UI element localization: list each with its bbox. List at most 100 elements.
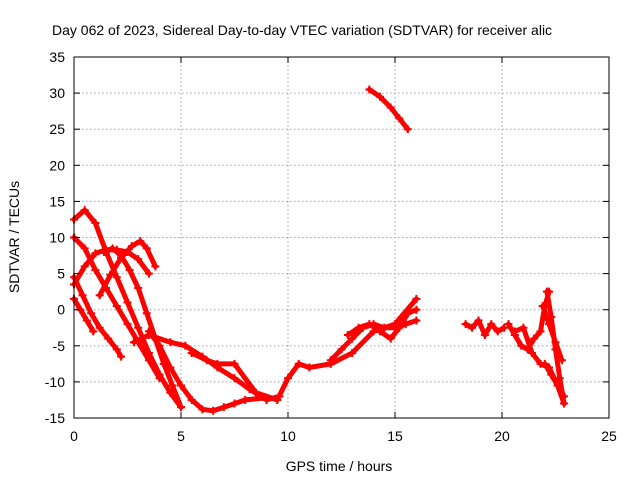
- data-point: [117, 352, 126, 361]
- data-point: [412, 316, 421, 325]
- data-point: [80, 206, 89, 215]
- data-point: [168, 381, 177, 390]
- y-tick-label: 0: [57, 302, 65, 318]
- data-point: [112, 273, 121, 282]
- y-tick-label: 30: [49, 85, 65, 101]
- data-point: [241, 395, 250, 404]
- series-track-19: [540, 359, 569, 401]
- data-point: [187, 349, 196, 358]
- series-track-7: [99, 244, 185, 412]
- data-point: [547, 370, 556, 379]
- data-point: [230, 374, 239, 383]
- data-point: [78, 291, 87, 300]
- data-point: [403, 125, 412, 134]
- x-tick-label: 25: [601, 428, 617, 444]
- series-track-13: [365, 85, 412, 134]
- data-point: [99, 247, 108, 256]
- data-point: [461, 320, 470, 329]
- data-point: [95, 323, 104, 332]
- series-line: [101, 245, 184, 410]
- data-point: [395, 114, 404, 123]
- data-point: [540, 359, 549, 368]
- y-tick-label: 5: [57, 266, 65, 282]
- data-point: [230, 399, 239, 408]
- data-point: [177, 403, 185, 412]
- series-line: [71, 296, 96, 334]
- data-point: [134, 284, 143, 293]
- data-point: [251, 388, 260, 397]
- data-point: [136, 237, 145, 246]
- data-point: [386, 334, 395, 343]
- data-point: [500, 323, 509, 332]
- data-point: [376, 92, 385, 101]
- chart-title: Day 062 of 2023, Sidereal Day-to-day VTE…: [52, 22, 552, 38]
- data-point: [305, 363, 314, 372]
- data-point: [82, 316, 91, 325]
- data-point: [166, 338, 175, 347]
- data-point: [474, 316, 483, 325]
- data-point: [198, 405, 207, 414]
- y-tick-label: 20: [49, 157, 65, 173]
- data-point: [91, 265, 100, 274]
- y-tick-label: 25: [49, 121, 65, 137]
- data-point: [553, 381, 562, 390]
- data-point: [112, 302, 121, 311]
- series-layer: [70, 85, 569, 415]
- data-point: [468, 323, 477, 332]
- data-point: [123, 320, 132, 329]
- data-point: [504, 320, 513, 329]
- data-point: [395, 323, 404, 332]
- data-point: [530, 334, 539, 343]
- data-point: [547, 312, 556, 321]
- data-point: [144, 356, 153, 365]
- data-point: [284, 374, 292, 383]
- data-point: [127, 242, 136, 251]
- y-tick-label: -10: [45, 374, 65, 390]
- data-point: [487, 320, 496, 329]
- data-point: [294, 359, 303, 368]
- data-point: [510, 327, 519, 336]
- data-point: [142, 244, 151, 253]
- data-point: [144, 327, 153, 336]
- x-axis-label: GPS time / hours: [286, 458, 393, 474]
- data-point: [129, 338, 138, 347]
- data-point: [155, 341, 164, 350]
- series-line: [542, 361, 567, 399]
- series-line: [366, 87, 411, 132]
- data-point: [376, 327, 385, 336]
- data-point: [560, 399, 569, 408]
- data-point: [134, 255, 143, 264]
- series-line: [71, 274, 124, 360]
- data-point: [365, 85, 374, 94]
- data-point: [386, 103, 395, 112]
- data-point: [80, 262, 89, 271]
- data-point: [219, 403, 228, 412]
- data-point: [151, 262, 160, 271]
- data-point: [106, 271, 115, 280]
- data-point: [412, 294, 421, 303]
- data-point: [517, 341, 526, 350]
- data-point: [91, 219, 100, 228]
- x-tick-label: 20: [494, 428, 510, 444]
- series-track-12: [343, 305, 421, 343]
- data-point: [273, 395, 282, 404]
- x-tick-label: 15: [387, 428, 403, 444]
- data-point: [213, 359, 222, 368]
- data-point: [95, 291, 104, 300]
- data-point: [527, 349, 536, 358]
- y-tick-label: -15: [45, 410, 65, 426]
- series-track-14: [461, 316, 509, 339]
- data-point: [551, 345, 560, 354]
- data-point: [380, 323, 389, 332]
- data-point: [142, 309, 151, 318]
- data-point: [112, 345, 121, 354]
- data-point: [412, 305, 421, 314]
- data-point: [343, 330, 352, 339]
- data-point: [123, 298, 132, 307]
- data-point: [519, 323, 528, 332]
- data-point: [403, 309, 412, 318]
- data-point: [108, 244, 117, 253]
- data-point: [166, 363, 175, 372]
- y-tick-label: 35: [49, 49, 65, 65]
